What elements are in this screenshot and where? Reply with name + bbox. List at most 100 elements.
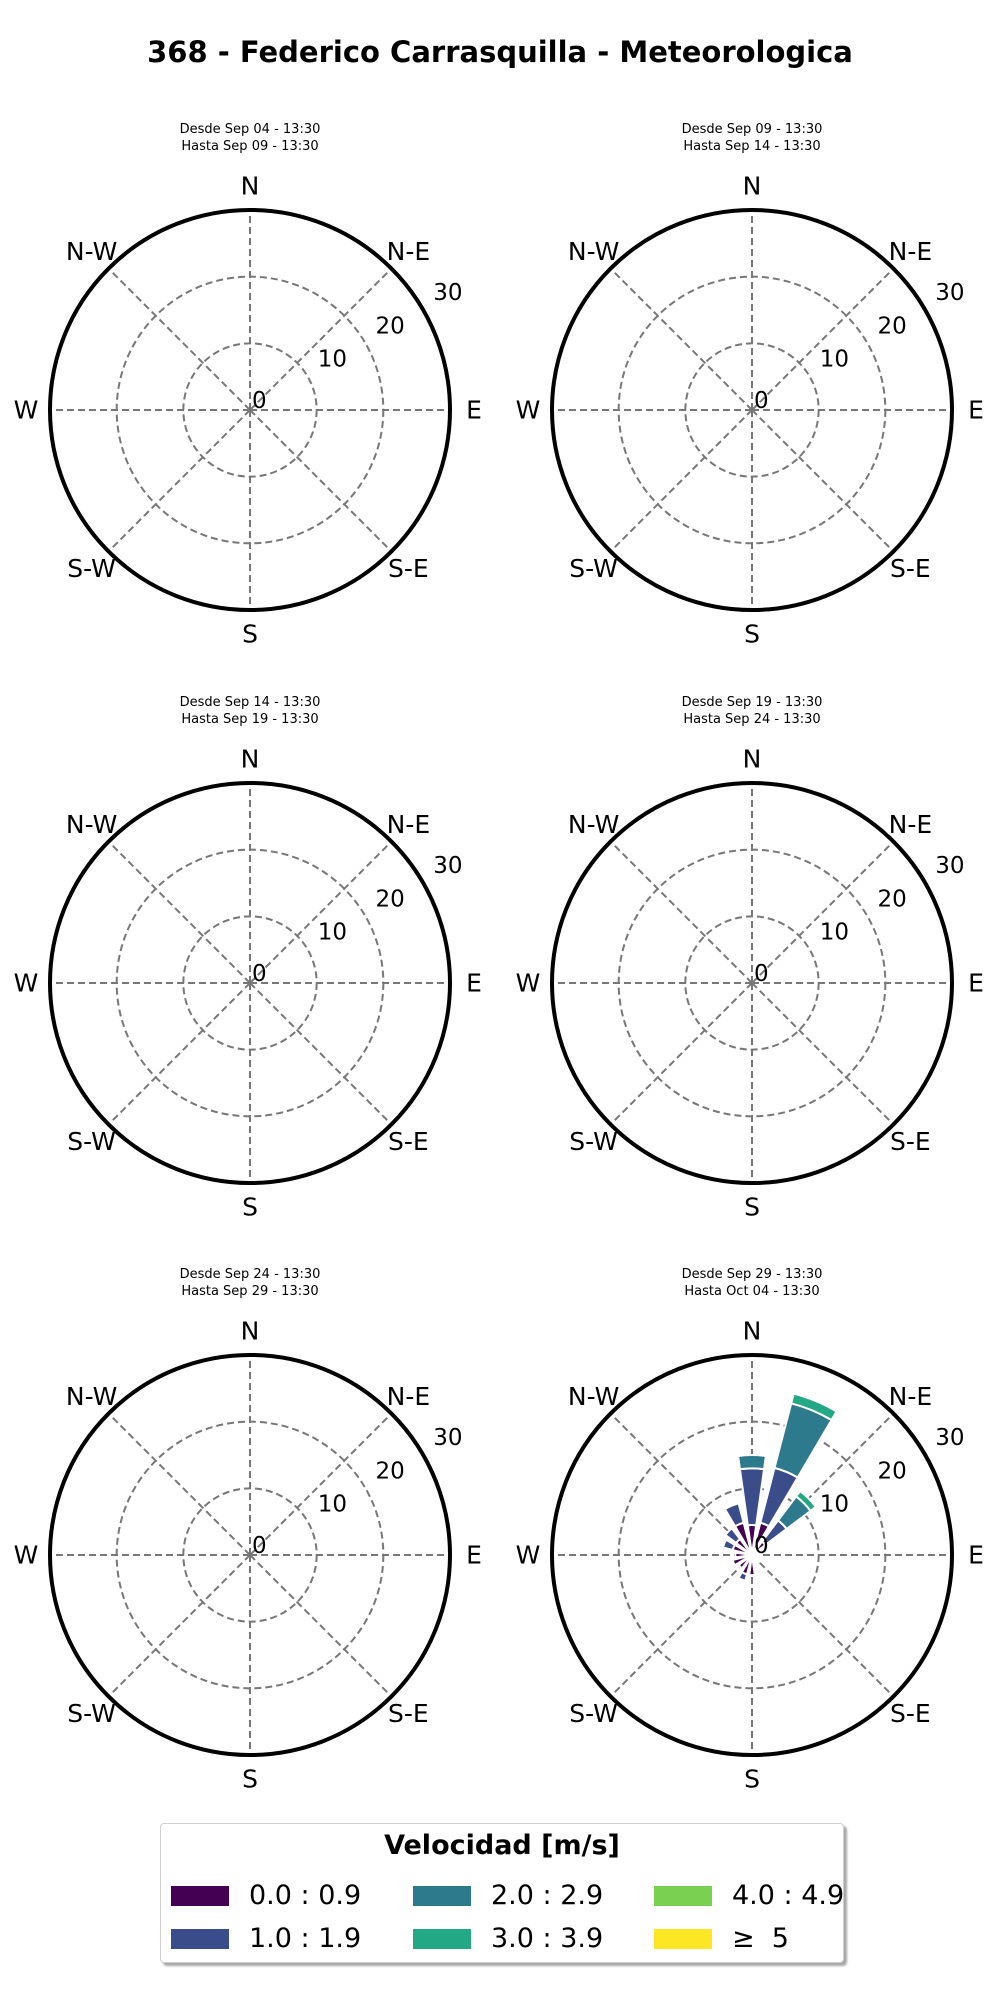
direction-label: S	[242, 1765, 258, 1794]
grid-spoke	[609, 1554, 753, 1698]
windrose-panel-1: Desde Sep 04 - 13:30 Hasta Sep 09 - 13:30…	[14, 122, 482, 649]
radial-tick-label: 10	[820, 347, 849, 373]
direction-label: S	[744, 1193, 760, 1222]
direction-label: W	[14, 1541, 39, 1570]
radial-tick-label: 10	[820, 1492, 849, 1518]
radial-tick-label: 0	[252, 388, 267, 414]
radial-tick-label: 20	[375, 1458, 404, 1484]
legend-item-3: 3.0 : 3.9	[413, 1923, 603, 1954]
direction-label: W	[516, 969, 541, 998]
legend-label-5: ≥ 5	[732, 1923, 789, 1954]
windrose-bar	[734, 1551, 753, 1559]
grid-spoke	[609, 409, 753, 553]
direction-label: W	[14, 969, 39, 998]
grid-spoke	[107, 1554, 251, 1698]
legend-swatch-1	[171, 1928, 229, 1949]
grid-spoke	[107, 1412, 251, 1556]
grid-spoke	[107, 982, 251, 1126]
radial-tick-label: 30	[433, 853, 462, 879]
windrose-bar	[721, 1538, 737, 1552]
windrose-bar	[723, 1502, 745, 1528]
windrose-bar	[736, 1453, 768, 1471]
windrose-bar	[723, 1526, 742, 1545]
grid-spoke	[249, 267, 393, 411]
panel-subtitle-from: Desde Sep 14 - 13:30	[180, 695, 321, 710]
direction-label: N-W	[568, 810, 619, 839]
direction-label: N-W	[568, 1382, 619, 1411]
direction-label: S-E	[388, 1699, 429, 1728]
direction-label: S	[744, 620, 760, 649]
direction-label: N-E	[387, 237, 431, 266]
direction-label: N-E	[387, 1382, 431, 1411]
grid-spoke	[609, 840, 753, 984]
radial-tick-label: 0	[754, 388, 769, 414]
radial-tick-label: 10	[318, 1492, 347, 1518]
direction-label: S-W	[67, 1127, 116, 1156]
legend-item-2: 2.0 : 2.9	[413, 1880, 603, 1911]
direction-label: S-E	[388, 1127, 429, 1156]
direction-label: E	[968, 1541, 984, 1570]
panel-subtitle-from: Desde Sep 24 - 13:30	[180, 1267, 321, 1282]
panel-subtitle-from: Desde Sep 19 - 13:30	[682, 695, 823, 710]
windrose-bar	[738, 1467, 766, 1527]
direction-label: N	[241, 745, 260, 774]
radial-tick-label: 30	[935, 853, 964, 879]
windrose-panel-2: Desde Sep 09 - 13:30 Hasta Sep 14 - 13:30…	[516, 122, 984, 649]
legend-swatch-2	[413, 1885, 471, 1906]
radial-tick-label: 20	[375, 886, 404, 912]
windrose-bar	[737, 1554, 753, 1570]
legend: Velocidad [m/s] 0.0 : 0.9 1.0 : 1.9 2.0 …	[160, 1823, 844, 1963]
windrose-panel-6: Desde Sep 29 - 13:30 Hasta Oct 04 - 13:30…	[516, 1267, 984, 1794]
legend-swatch-0	[171, 1885, 229, 1906]
direction-label: S-W	[67, 554, 116, 583]
radial-tick-label: 0	[252, 961, 267, 987]
direction-label: E	[466, 1541, 482, 1570]
grid-spoke	[249, 840, 393, 984]
windrose-bar	[737, 1570, 749, 1583]
panel-subtitle-from: Desde Sep 04 - 13:30	[180, 122, 321, 137]
panel-subtitle-from: Desde Sep 29 - 13:30	[682, 1267, 823, 1282]
direction-label: N	[241, 172, 260, 201]
direction-label: S-W	[569, 1699, 618, 1728]
direction-label: S-E	[890, 1127, 931, 1156]
windrose-panels: Desde Sep 04 - 13:30 Hasta Sep 09 - 13:30…	[14, 122, 984, 1794]
radial-tick-label: 10	[318, 347, 347, 373]
grid-spoke	[751, 267, 895, 411]
grid-spoke	[107, 409, 251, 553]
radial-tick-label: 30	[935, 280, 964, 306]
direction-label: N-W	[568, 237, 619, 266]
direction-label: N-W	[66, 237, 117, 266]
polar-outer-ring	[48, 208, 452, 612]
polar-outer-ring	[550, 781, 954, 1185]
grid-spoke	[249, 1554, 393, 1698]
legend-label-4: 4.0 : 4.9	[732, 1880, 845, 1911]
grid-spoke	[249, 982, 393, 1126]
direction-label: S-E	[388, 554, 429, 583]
direction-label: S-W	[67, 1699, 116, 1728]
panel-subtitle-to: Hasta Sep 24 - 13:30	[683, 712, 820, 727]
panel-subtitle-from: Desde Sep 09 - 13:30	[682, 122, 823, 137]
direction-label: E	[466, 396, 482, 425]
radial-tick-label: 20	[877, 886, 906, 912]
radial-tick-label: 20	[877, 313, 906, 339]
direction-label: S-W	[569, 1127, 618, 1156]
windrose-panel-5: Desde Sep 24 - 13:30 Hasta Sep 29 - 13:30…	[14, 1267, 482, 1794]
direction-label: N-E	[889, 810, 933, 839]
polar-outer-ring	[550, 208, 954, 612]
legend-label-0: 0.0 : 0.9	[249, 1880, 362, 1911]
grid-spoke	[107, 267, 251, 411]
radial-tick-label: 0	[252, 1533, 267, 1559]
direction-label: N-W	[66, 810, 117, 839]
legend-item-4: 4.0 : 4.9	[654, 1880, 844, 1911]
windrose-bar	[790, 1392, 838, 1422]
radial-tick-label: 30	[433, 1425, 462, 1451]
panel-subtitle-to: Hasta Sep 19 - 13:30	[181, 712, 318, 727]
grid-spoke	[107, 840, 251, 984]
windrose-bar	[756, 1548, 763, 1555]
direction-label: W	[14, 396, 39, 425]
windrose-panel-3: Desde Sep 14 - 13:30 Hasta Sep 19 - 13:30…	[14, 695, 482, 1222]
legend-label-2: 2.0 : 2.9	[491, 1880, 604, 1911]
polar-outer-ring	[48, 781, 452, 1185]
radial-tick-label: 10	[820, 920, 849, 946]
